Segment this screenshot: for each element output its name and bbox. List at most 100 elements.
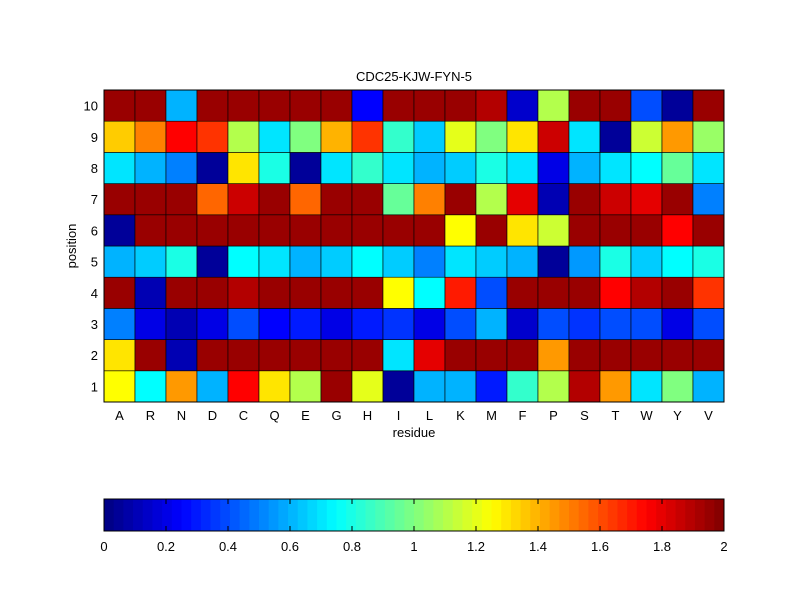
colorbar-segment xyxy=(162,499,173,531)
heatmap-cell xyxy=(165,152,198,184)
heatmap-cell xyxy=(351,183,384,216)
heatmap-cell xyxy=(382,183,415,216)
heatmap-cell xyxy=(630,308,663,340)
heatmap-cell xyxy=(506,370,539,403)
x-tick-label: R xyxy=(146,408,155,423)
colorbar-segment xyxy=(472,499,483,531)
heatmap-cell xyxy=(134,308,167,340)
heatmap-cell xyxy=(475,245,508,278)
heatmap-cell xyxy=(227,339,260,372)
heatmap-cell xyxy=(196,276,229,309)
heatmap-cell xyxy=(413,214,446,247)
heatmap-cell xyxy=(134,370,167,403)
colorbar-segment xyxy=(423,499,434,531)
heatmap-cell xyxy=(165,339,198,372)
colorbar-segment xyxy=(297,499,308,531)
heatmap-cell xyxy=(351,152,384,184)
colorbar-segment xyxy=(694,499,706,531)
colorbar-segment xyxy=(123,499,134,531)
heatmap-cell xyxy=(103,370,136,403)
heatmap-cell xyxy=(568,89,601,122)
heatmap-cell xyxy=(196,339,229,372)
heatmap-cell xyxy=(475,89,508,122)
heatmap-cell xyxy=(258,370,291,403)
heatmap-cell xyxy=(630,370,663,403)
heatmap-cell xyxy=(568,276,601,309)
heatmap-cell xyxy=(537,276,570,309)
colorbar-segment xyxy=(685,499,696,531)
heatmap-cells xyxy=(103,89,725,403)
heatmap-cell xyxy=(506,183,539,216)
heatmap-cell xyxy=(351,276,384,309)
heatmap-cell xyxy=(289,276,322,309)
heatmap-cell xyxy=(692,370,725,403)
heatmap-cell xyxy=(196,89,229,122)
heatmap-cell xyxy=(630,214,663,247)
colorbar-tick-labels: 0 0.2 0.4 0.6 0.8 1 1.2 1.4 1.6 1.8 2 xyxy=(100,499,728,554)
heatmap-cell xyxy=(661,370,694,403)
colorbar-segment xyxy=(278,499,289,531)
heatmap-cell xyxy=(692,308,725,340)
colorbar-segment xyxy=(307,499,318,531)
heatmap-cell xyxy=(568,339,601,372)
heatmap-cell xyxy=(196,183,229,216)
heatmap-cell xyxy=(134,183,167,216)
heatmap-cell xyxy=(661,183,694,216)
colorbar-segment xyxy=(443,499,454,531)
y-tick-labels: 1 2 3 4 5 6 7 8 9 10 xyxy=(84,99,98,395)
x-tick-label: S xyxy=(580,408,589,423)
heatmap-cell xyxy=(103,89,136,122)
colorbar-segment xyxy=(210,499,221,531)
heatmap-cell xyxy=(103,120,136,153)
heatmap-cell xyxy=(227,214,260,247)
y-tick-label: 6 xyxy=(91,223,98,238)
heatmap-cell xyxy=(568,120,601,153)
heatmap-cell xyxy=(599,183,632,216)
heatmap-cell xyxy=(475,120,508,153)
chart-title: CDC25-KJW-FYN-5 xyxy=(356,69,472,84)
heatmap-cell xyxy=(258,308,291,340)
x-tick-label: A xyxy=(115,408,124,423)
heatmap-cell xyxy=(258,89,291,122)
colorbar-segment xyxy=(268,499,279,531)
heatmap-cell xyxy=(661,339,694,372)
heatmap-cell xyxy=(382,89,415,122)
heatmap-cell xyxy=(661,276,694,309)
colorbar-segment xyxy=(636,499,647,531)
heatmap-cell xyxy=(382,276,415,309)
heatmap-cell xyxy=(630,152,663,184)
heatmap-cell xyxy=(320,370,353,403)
heatmap-cell xyxy=(382,120,415,153)
heatmap-cell xyxy=(258,120,291,153)
heatmap-cell xyxy=(382,214,415,247)
heatmap-cell xyxy=(351,370,384,403)
heatmap-cell xyxy=(351,245,384,278)
heatmap-cell xyxy=(630,183,663,216)
heatmap-cell xyxy=(630,245,663,278)
x-axis-label: residue xyxy=(393,425,436,440)
heatmap-cell xyxy=(661,152,694,184)
colorbar-segment xyxy=(326,499,337,531)
heatmap-cell xyxy=(444,152,477,184)
heatmap-cell xyxy=(475,308,508,340)
heatmap-cell xyxy=(258,276,291,309)
heatmap-cell xyxy=(196,370,229,403)
heatmap-cell xyxy=(134,245,167,278)
heatmap-cell xyxy=(692,339,725,372)
heatmap-cell xyxy=(661,120,694,153)
x-tick-label: N xyxy=(177,408,186,423)
heatmap-cell xyxy=(599,89,632,122)
heatmap-cell xyxy=(568,308,601,340)
heatmap-cell xyxy=(506,214,539,247)
heatmap-cell xyxy=(165,276,198,309)
y-tick-label: 2 xyxy=(91,348,98,363)
colorbar-segment xyxy=(588,499,599,531)
heatmap-cell xyxy=(444,308,477,340)
heatmap-cell xyxy=(258,339,291,372)
x-tick-label: Y xyxy=(673,408,682,423)
heatmap-cell xyxy=(444,120,477,153)
heatmap-cell xyxy=(413,339,446,372)
colorbar-segment xyxy=(133,499,144,531)
colorbar-segment xyxy=(481,499,492,531)
colorbar-segment xyxy=(530,499,541,531)
